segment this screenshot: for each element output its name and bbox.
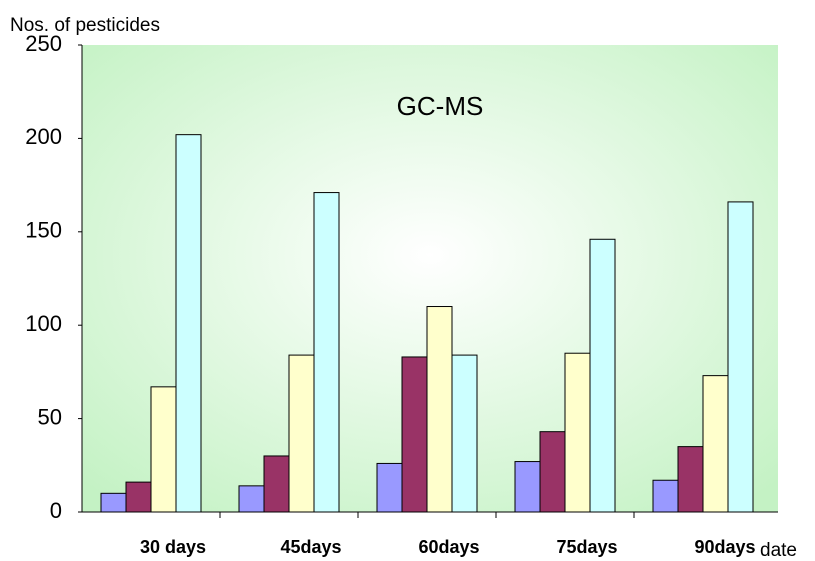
x-tick-label: 75days	[556, 537, 617, 557]
x-axis-label: date	[760, 540, 797, 561]
y-tick-label: 150	[25, 218, 62, 243]
bar	[514, 461, 541, 513]
bar	[426, 306, 453, 513]
bar	[376, 462, 403, 513]
bar	[401, 356, 428, 513]
y-tick-label: 0	[50, 498, 62, 523]
x-tick-label: 90days	[694, 537, 755, 557]
bar	[564, 352, 591, 513]
y-axis-label: Nos. of pesticides	[10, 15, 160, 36]
bar	[175, 134, 202, 513]
x-tick-label: 30 days	[140, 537, 206, 557]
chart-title: GC-MS	[397, 91, 484, 121]
bar	[589, 238, 616, 513]
bar	[451, 354, 478, 513]
y-tick-label: 100	[25, 311, 62, 336]
bar	[150, 386, 177, 513]
bar	[677, 446, 704, 513]
bar	[100, 492, 127, 513]
y-tick-label: 200	[25, 124, 62, 149]
x-tick-label: 60days	[418, 537, 479, 557]
bar	[125, 481, 152, 513]
y-tick-label: 50	[38, 404, 62, 429]
bar	[313, 192, 340, 513]
bar	[539, 431, 566, 513]
bar	[727, 201, 754, 513]
bar	[702, 375, 729, 513]
y-tick-label: 250	[25, 31, 62, 56]
bar	[263, 455, 290, 513]
bar	[288, 354, 315, 513]
bar	[238, 485, 265, 513]
bar	[652, 479, 679, 513]
x-tick-label: 45days	[280, 537, 341, 557]
